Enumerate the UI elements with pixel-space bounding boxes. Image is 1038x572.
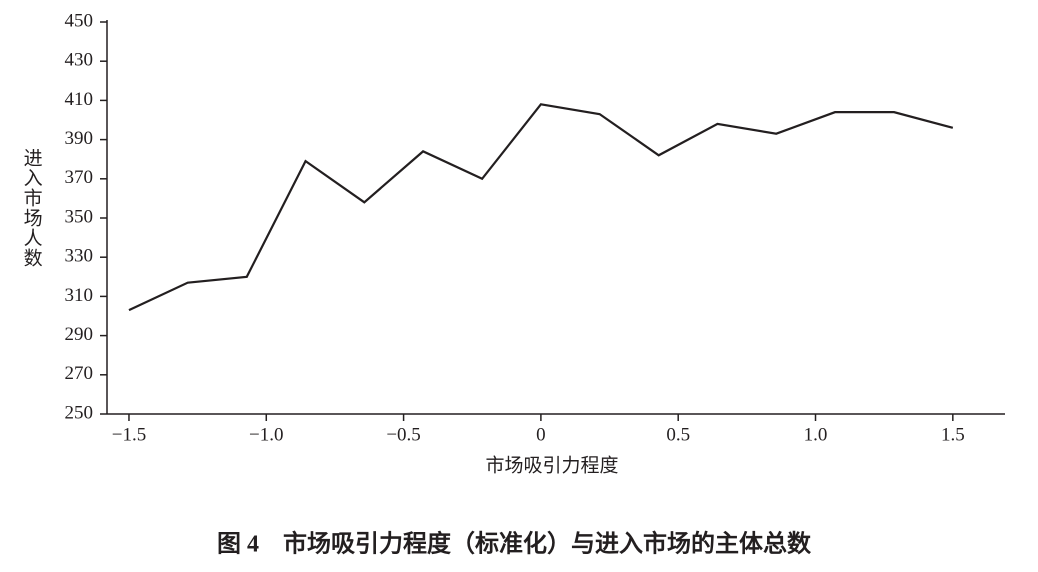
y-tick-label: 310 xyxy=(65,285,94,306)
y-tick-label: 330 xyxy=(65,246,94,267)
y-tick-label: 270 xyxy=(65,363,94,384)
y-tick-label: 250 xyxy=(65,402,94,423)
x-tick-label: 1.0 xyxy=(804,424,828,445)
line xyxy=(128,103,954,312)
x-tick-label: 0 xyxy=(536,424,546,445)
x-tick-label: 1.5 xyxy=(941,424,965,445)
y-tick-label: 350 xyxy=(65,206,94,227)
y-tick-label: 410 xyxy=(65,89,94,110)
y-tick-label: 370 xyxy=(65,167,94,188)
x-tick-label: 0.5 xyxy=(666,424,690,445)
y-tick-label: 450 xyxy=(65,10,94,31)
x-tick-label: −0.5 xyxy=(386,424,420,445)
y-axis-label: 进入市场人数 xyxy=(21,148,43,268)
x-tick-label: −1.0 xyxy=(249,424,283,445)
x-tick-label: −1.5 xyxy=(112,424,146,445)
x-axis-label: 市场吸引力程度 xyxy=(485,454,618,476)
y-tick-label: 430 xyxy=(65,50,94,71)
y-tick-label: 390 xyxy=(65,128,94,149)
chart-title: 图 4 市场吸引力程度（标准化）与进入市场的主体总数 xyxy=(217,530,812,558)
y-tick-label: 290 xyxy=(65,324,94,345)
